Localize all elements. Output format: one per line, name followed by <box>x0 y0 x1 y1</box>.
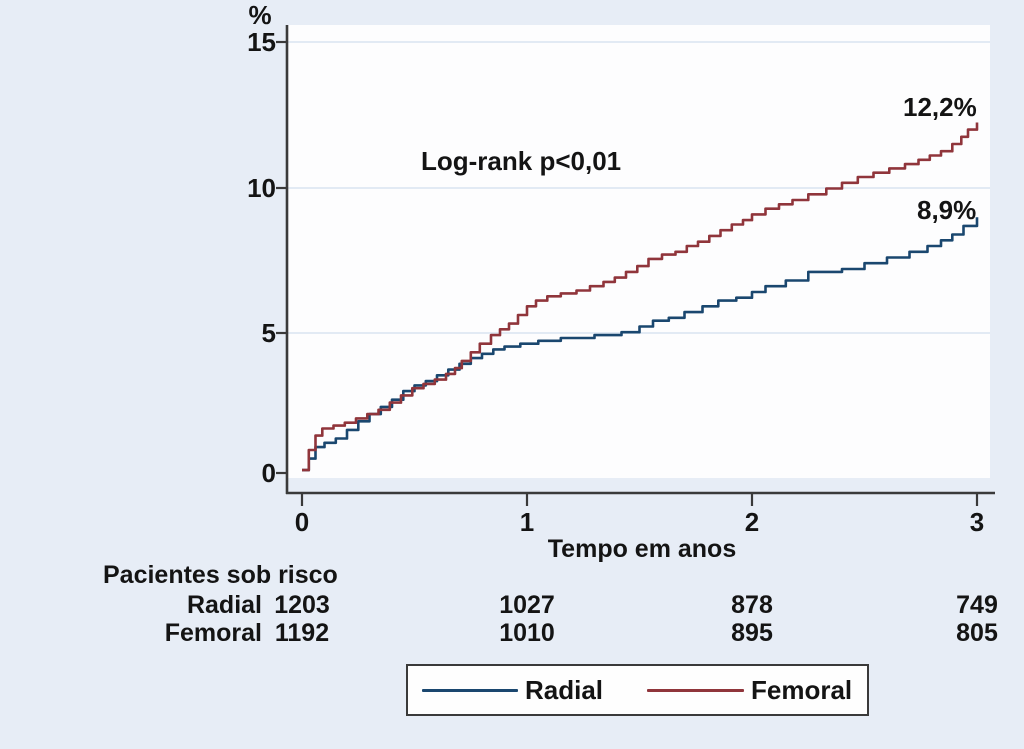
curve-femoral <box>302 122 979 472</box>
y-tick-0: 0 <box>261 458 276 488</box>
axes <box>285 25 995 495</box>
plot-area <box>287 25 990 478</box>
tick-marks <box>276 40 979 506</box>
risk-count: 1027 <box>499 591 555 619</box>
legend-entry-femoral: Femoral <box>647 666 852 714</box>
legend-line-femoral-icon <box>647 688 744 692</box>
y-tick-5: 5 <box>261 318 276 348</box>
risk-count: 878 <box>731 591 773 619</box>
legend-entry-radial: Radial <box>422 666 603 714</box>
x-tick-1: 1 <box>519 507 535 537</box>
risk-table-title: Pacientes sob risco <box>103 561 338 589</box>
risk-count: 1203 <box>274 591 330 619</box>
risk-row-label-radial: Radial <box>186 591 262 619</box>
y-tick-10: 10 <box>247 173 276 203</box>
risk-count: 1010 <box>499 619 555 647</box>
legend-line-radial-icon <box>422 688 518 692</box>
x-tick-2: 2 <box>744 507 760 537</box>
legend-box: Radial Femoral <box>406 664 869 716</box>
risk-count: 805 <box>956 619 998 647</box>
log-rank-annotation: Log-rank p<0,01 <box>421 146 622 176</box>
legend-label-femoral: Femoral <box>751 674 853 705</box>
end-label-femoral: 12,2% <box>903 92 977 122</box>
end-label-radial: 8,9% <box>917 195 977 225</box>
risk-count: 749 <box>956 591 998 619</box>
y-tick-15: 15 <box>247 27 276 57</box>
risk-count: 1192 <box>274 619 330 647</box>
legend-label-radial: Radial <box>525 674 604 705</box>
x-tick-3: 3 <box>969 507 985 537</box>
x-tick-0: 0 <box>294 507 310 537</box>
x-axis-label: Tempo em anos <box>547 535 737 563</box>
risk-row-label-femoral: Femoral <box>164 619 262 647</box>
y-axis-title: % <box>248 0 272 30</box>
risk-count: 895 <box>731 619 773 647</box>
